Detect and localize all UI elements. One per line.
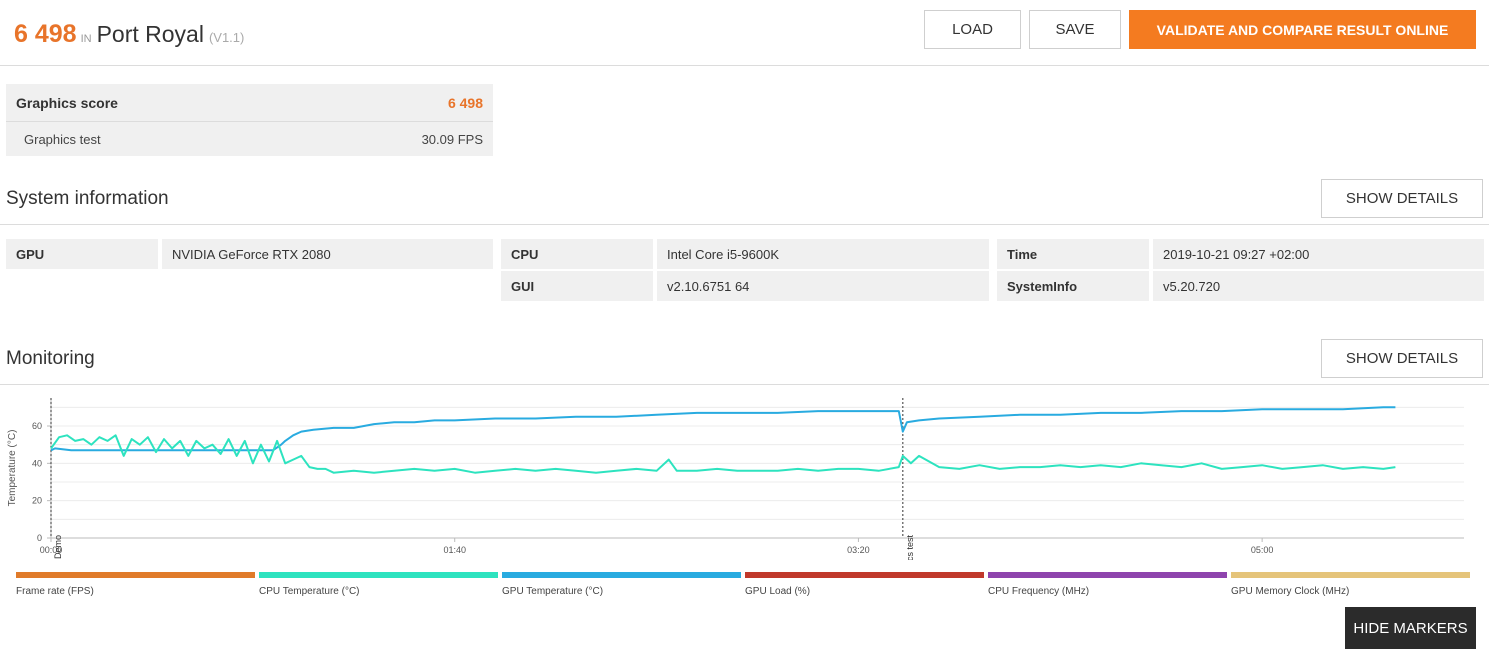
cpu-value: Intel Core i5-9600K (657, 239, 989, 269)
graphics-score-label: Graphics score (16, 94, 118, 111)
legend-item[interactable]: GPU Temperature (°C) (502, 572, 741, 597)
marker-label: Demo (53, 535, 63, 559)
y-tick-label: 40 (32, 458, 42, 468)
x-tick-label: 00:00 (40, 545, 63, 555)
monitoring-chart[interactable]: 0 20 40 60 00:00 01:40 03:20 05:00 Temperature (… (0, 390, 1489, 588)
divider (0, 224, 1489, 225)
y-tick-label: 0 (37, 533, 42, 543)
legend-label: CPU Temperature (°C) (259, 586, 360, 597)
legend-color-bar (259, 572, 498, 578)
gui-key: GUI (501, 271, 653, 301)
legend-item[interactable]: CPU Frequency (MHz) (988, 572, 1227, 597)
series-line (50, 406, 1396, 452)
validate-compare-button[interactable]: VALIDATE AND COMPARE RESULT ONLINE (1129, 10, 1476, 49)
y-axis-label: Temperature (°C) (7, 430, 18, 507)
benchmark-name: Port Royal (96, 21, 204, 47)
graphics-test-row: Graphics test 30.09 FPS (6, 122, 493, 156)
cpu-key: CPU (501, 239, 653, 269)
graphics-score-value: 6 498 (447, 94, 483, 111)
legend-label: Frame rate (FPS) (16, 586, 94, 597)
systeminfo-value: v5.20.720 (1153, 271, 1484, 301)
legend-label: CPU Frequency (MHz) (988, 586, 1090, 597)
overall-score: 6 498 (14, 20, 77, 48)
series-line (50, 434, 1396, 474)
gpu-key: GPU (6, 239, 158, 269)
legend-label: GPU Temperature (°C) (502, 586, 604, 597)
in-label: IN (80, 33, 92, 45)
page-header: 6 498 IN Port Royal (V1.1) LOAD SAVE VAL… (0, 0, 1489, 66)
chart-svg: 0 20 40 60 00:00 01:40 03:20 05:00 Temperature (… (7, 398, 1464, 588)
legend-item[interactable]: GPU Load (%) (745, 572, 984, 597)
load-button[interactable]: LOAD (924, 10, 1021, 49)
system-show-details-button[interactable]: SHOW DETAILS (1321, 179, 1483, 218)
graphics-test-value: 30.09 FPS (421, 131, 483, 147)
legend-color-bar (16, 572, 255, 578)
legend-label: GPU Memory Clock (MHz) (1231, 586, 1350, 597)
time-key: Time (997, 239, 1149, 269)
score-table: Graphics score 6 498 Graphics test 30.09… (6, 84, 493, 156)
gui-value: v2.10.6751 64 (657, 271, 989, 301)
x-tick-label: 01:40 (443, 545, 466, 555)
time-value: 2019-10-21 09:27 +02:00 (1153, 239, 1484, 269)
y-tick-label: 60 (32, 421, 42, 431)
x-tick-label: 03:20 (847, 545, 870, 555)
y-tick-label: 20 (32, 496, 42, 506)
save-button[interactable]: SAVE (1029, 10, 1121, 49)
legend-color-bar (502, 572, 741, 578)
marker-label: Graphics test (905, 535, 915, 560)
graphics-test-label: Graphics test (24, 131, 101, 147)
legend-item[interactable]: Frame rate (FPS) (16, 572, 255, 597)
legend-label: GPU Load (%) (745, 586, 811, 597)
legend-item[interactable]: GPU Memory Clock (MHz) (1231, 572, 1470, 597)
monitoring-title: Monitoring (6, 348, 95, 369)
legend-item[interactable]: CPU Temperature (°C) (259, 572, 498, 597)
legend-color-bar (988, 572, 1227, 578)
benchmark-version: (V1.1) (208, 30, 245, 45)
systeminfo-key: SystemInfo (997, 271, 1149, 301)
x-tick-label: 05:00 (1251, 545, 1274, 555)
system-info-title: System information (6, 188, 169, 209)
result-title: 6 498 IN Port Royal (V1.1) (14, 20, 244, 49)
legend-color-bar (1231, 572, 1470, 578)
hide-markers-button[interactable]: HIDE MARKERS (1345, 607, 1476, 649)
divider (0, 384, 1489, 385)
legend-color-bar (745, 572, 984, 578)
gpu-value: NVIDIA GeForce RTX 2080 (162, 239, 493, 269)
monitoring-show-details-button[interactable]: SHOW DETAILS (1321, 339, 1483, 378)
graphics-score-row: Graphics score 6 498 (6, 84, 493, 122)
